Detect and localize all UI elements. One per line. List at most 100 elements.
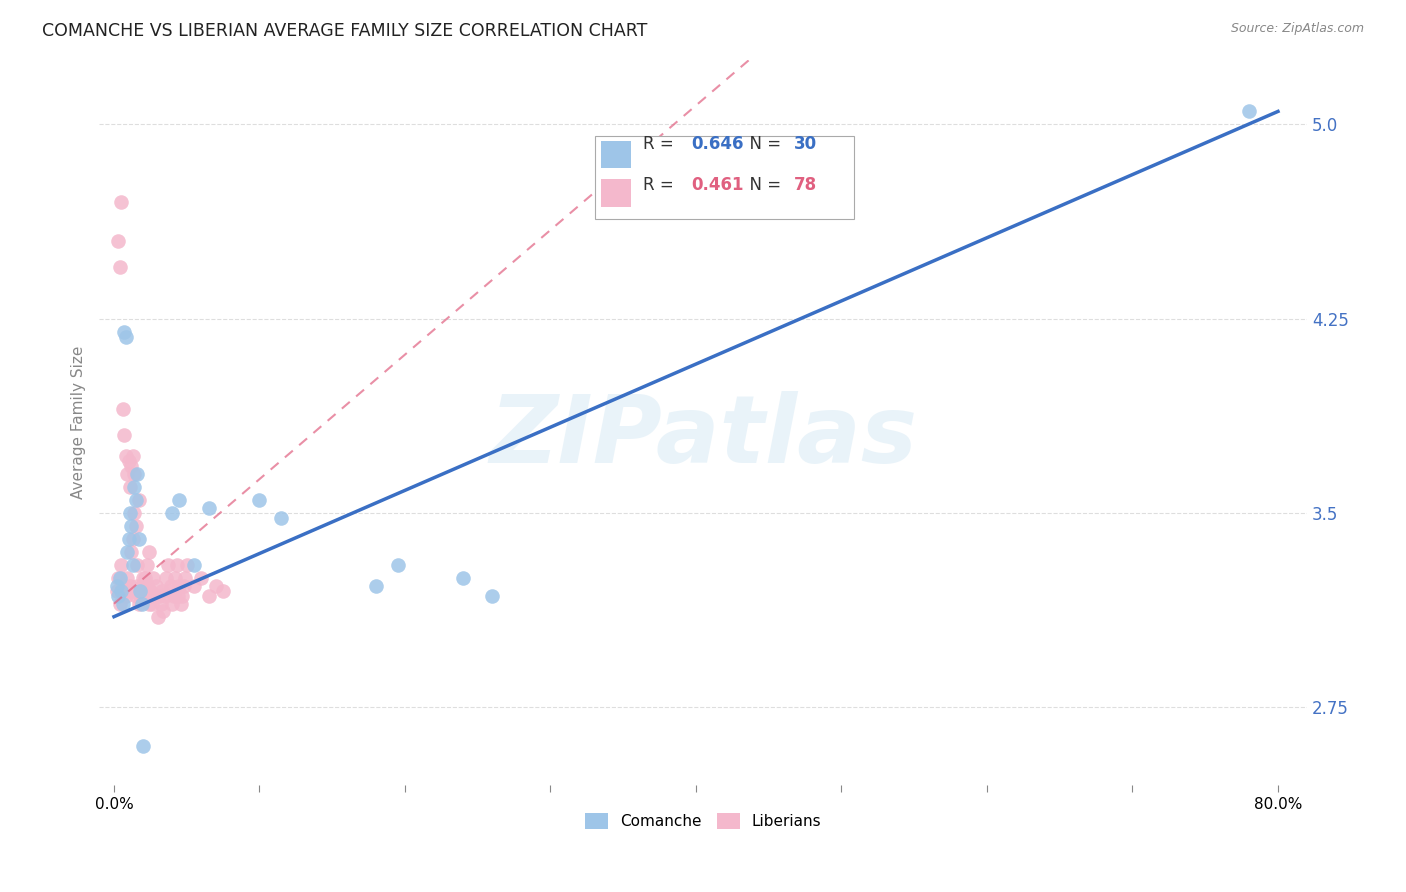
Point [142, 571, 165, 585]
Point [169, 493, 191, 508]
Point [165, 571, 187, 585]
Point [197, 500, 219, 515]
FancyBboxPatch shape [595, 136, 855, 219]
Point [205, 578, 228, 592]
Point [107, 234, 129, 248]
Text: COMANCHE VS LIBERIAN AVERAGE FAMILY SIZE CORRELATION CHART: COMANCHE VS LIBERIAN AVERAGE FAMILY SIZE… [42, 22, 648, 40]
Point [105, 578, 128, 592]
Point [117, 583, 139, 598]
Point [141, 597, 163, 611]
Point [112, 578, 135, 592]
Point [122, 449, 145, 463]
Point [127, 558, 149, 572]
Point [364, 578, 387, 592]
Point [107, 571, 129, 585]
Legend: Comanche, Liberians: Comanche, Liberians [579, 807, 828, 836]
Point [169, 578, 191, 592]
Point [190, 571, 212, 585]
Text: R =: R = [643, 136, 679, 153]
Point [131, 578, 153, 592]
Point [166, 558, 188, 572]
Point [249, 493, 271, 508]
Point [136, 558, 159, 572]
Point [270, 511, 292, 525]
Point [134, 589, 156, 603]
Point [143, 589, 166, 603]
Point [114, 589, 136, 603]
Point [136, 578, 159, 592]
Point [124, 506, 146, 520]
Point [157, 583, 180, 598]
Point [176, 558, 198, 572]
Text: 30: 30 [794, 136, 817, 153]
Point [132, 571, 155, 585]
Point [115, 467, 138, 482]
Point [125, 589, 148, 603]
Point [172, 589, 194, 603]
Point [122, 532, 145, 546]
Point [146, 609, 169, 624]
Point [170, 597, 193, 611]
Point [167, 589, 190, 603]
Point [138, 545, 160, 559]
FancyBboxPatch shape [600, 179, 631, 207]
Point [131, 578, 153, 592]
Point [128, 532, 150, 546]
Point [159, 578, 181, 592]
Point [118, 506, 141, 520]
Point [132, 739, 155, 754]
Point [145, 578, 167, 592]
Point [125, 519, 148, 533]
Point [105, 583, 128, 598]
Text: 0.461: 0.461 [692, 176, 744, 194]
Point [120, 459, 142, 474]
Point [129, 589, 152, 603]
Point [110, 583, 132, 598]
Point [127, 578, 149, 592]
Point [149, 597, 172, 611]
Point [131, 597, 153, 611]
Point [122, 558, 145, 572]
Point [120, 519, 142, 533]
Point [129, 583, 152, 598]
Text: N =: N = [740, 176, 787, 194]
Point [139, 583, 162, 598]
Point [1237, 104, 1260, 119]
Point [114, 449, 136, 463]
Point [108, 260, 131, 274]
Point [141, 589, 163, 603]
Point [118, 578, 141, 592]
Point [115, 545, 138, 559]
Point [124, 480, 146, 494]
Point [481, 589, 503, 603]
Point [127, 467, 149, 482]
Text: N =: N = [740, 136, 787, 153]
Point [139, 583, 162, 598]
Point [183, 558, 205, 572]
Point [120, 545, 142, 559]
Point [174, 571, 197, 585]
Point [134, 571, 156, 585]
Point [111, 597, 134, 611]
Point [117, 454, 139, 468]
Point [135, 578, 157, 592]
Point [115, 571, 138, 585]
Point [173, 578, 195, 592]
Point [148, 589, 170, 603]
Point [111, 583, 134, 598]
Point [451, 571, 474, 585]
Y-axis label: Average Family Size: Average Family Size [72, 346, 86, 499]
Point [108, 597, 131, 611]
Text: 78: 78 [794, 176, 817, 194]
Point [150, 583, 173, 598]
FancyBboxPatch shape [600, 141, 631, 169]
Point [124, 467, 146, 482]
Point [118, 480, 141, 494]
Point [162, 589, 184, 603]
Text: ZIPatlas: ZIPatlas [489, 391, 917, 483]
Point [112, 325, 135, 339]
Point [108, 571, 131, 585]
Text: 0.646: 0.646 [692, 136, 744, 153]
Point [132, 583, 155, 598]
Point [197, 589, 219, 603]
